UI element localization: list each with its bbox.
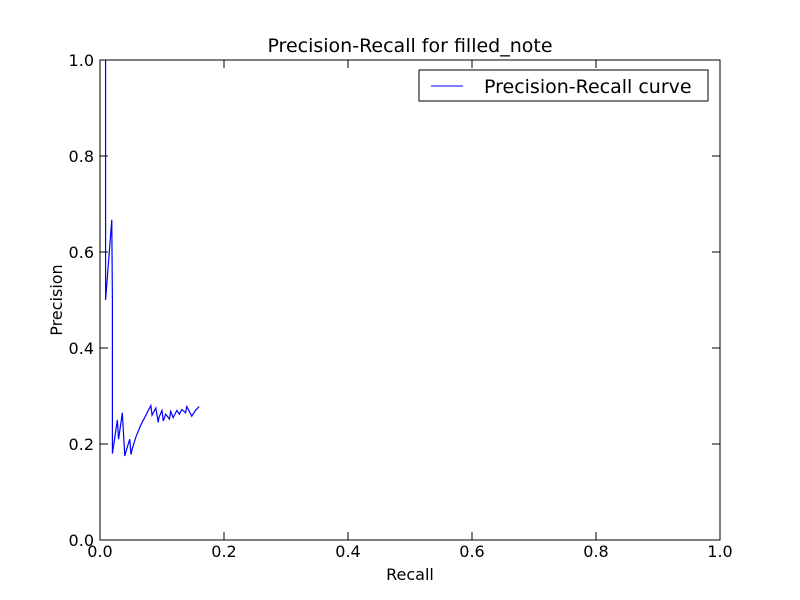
x-axis-label: Recall bbox=[386, 565, 434, 584]
y-tick-label: 0.2 bbox=[69, 435, 94, 454]
y-tick-label: 0.8 bbox=[69, 147, 94, 166]
axes-frame bbox=[99, 59, 721, 541]
x-tick-label: 0.8 bbox=[583, 542, 608, 561]
legend: Precision-Recall curve bbox=[418, 69, 709, 102]
series-layer bbox=[104, 60, 200, 457]
x-tick-label: 1.0 bbox=[707, 542, 732, 561]
legend-label: Precision-Recall curve bbox=[484, 76, 692, 98]
x-tick-label: 0.6 bbox=[459, 542, 484, 561]
chart-title: Precision-Recall for filled_note bbox=[267, 35, 552, 57]
y-tick-label: 0.4 bbox=[69, 339, 94, 358]
ticks: 0.0 0.2 0.4 0.6 0.8 1.0 0.0 0.2 0.4 0.6 0.8 1.0 bbox=[69, 51, 733, 561]
y-tick-label: 0.0 bbox=[69, 531, 94, 550]
precision-recall-curve bbox=[104, 60, 200, 457]
legend-box bbox=[418, 69, 709, 102]
plot-area: 0.0 0.2 0.4 0.6 0.8 1.0 0.0 0.2 0.4 0.6 0.8 1.0 bbox=[69, 51, 733, 561]
x-tick-label: 0.2 bbox=[211, 542, 236, 561]
y-tick-label: 0.6 bbox=[69, 243, 94, 262]
y-axis-label: Precision bbox=[47, 264, 66, 335]
x-tick-label: 0.4 bbox=[335, 542, 360, 561]
y-tick-label: 1.0 bbox=[69, 51, 94, 70]
x-tick-label: 0.0 bbox=[87, 542, 112, 561]
